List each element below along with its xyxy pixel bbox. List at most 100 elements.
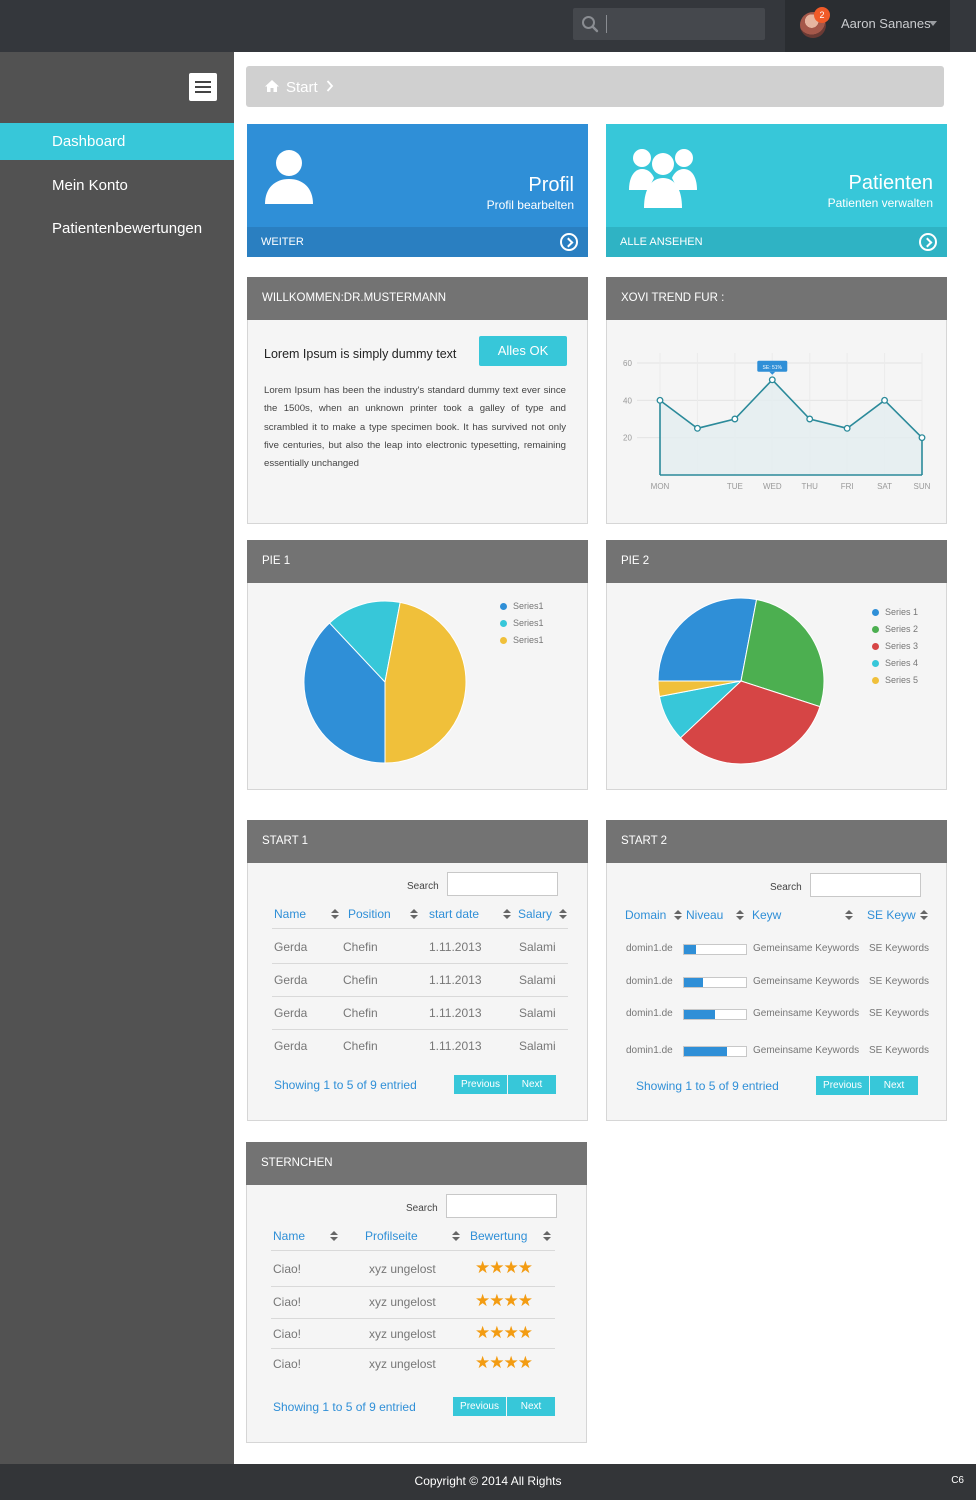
arrow-circle-icon[interactable] (560, 233, 578, 251)
search-label: Search (770, 882, 802, 893)
table-cell: Chefin (343, 1039, 378, 1053)
sort-icon[interactable] (736, 910, 744, 922)
column-header[interactable]: Niveau (686, 908, 724, 922)
data-point[interactable] (881, 396, 889, 404)
legend-dot (872, 626, 879, 633)
column-header[interactable]: Domain (625, 908, 667, 922)
pie-slice[interactable] (384, 601, 467, 764)
data-point[interactable] (656, 396, 664, 404)
column-header[interactable]: Bewertung (470, 1229, 528, 1243)
data-point[interactable] (806, 415, 814, 423)
users-icon (629, 149, 697, 208)
tile-footer[interactable]: WEITER (247, 227, 588, 257)
panel-heading: XOVI TREND FUR : (606, 277, 947, 320)
column-header[interactable]: Name (274, 907, 307, 921)
level-bar (683, 1046, 747, 1057)
legend-label: Series 1 (885, 607, 919, 617)
previous-button[interactable]: Previous (453, 1397, 506, 1416)
sidebar-item-patientenbewertungen[interactable]: Patientenbewertungen (52, 220, 203, 237)
column-header[interactable]: Salary (518, 907, 553, 921)
keyword-cell: Gemeinsame Keywords (753, 1045, 860, 1056)
pie-slice[interactable] (328, 600, 401, 684)
caret-down-icon[interactable] (929, 21, 937, 26)
pie-slice[interactable] (303, 622, 386, 764)
chart-tooltip-text: SE: 51% (763, 365, 783, 371)
pie-slice[interactable] (679, 680, 821, 765)
sort-icon[interactable] (331, 909, 339, 921)
column-header[interactable]: start date (429, 907, 480, 921)
user-icon (265, 150, 313, 204)
hamburger-menu-button[interactable] (189, 73, 217, 101)
data-point[interactable] (731, 415, 739, 423)
se-keyword-cell: SE Keywords (869, 1045, 930, 1056)
welcome-text: Lorem Ipsum has been the industry's stan… (264, 385, 566, 470)
tile-title: Profil (528, 174, 574, 196)
table-cell: 1.11.2013 (429, 973, 482, 987)
tile-profil[interactable]: Profil Profil bearbelten WEITER (247, 124, 588, 257)
column-header[interactable]: Position (348, 907, 391, 921)
column-header[interactable]: SE Keyw (867, 908, 916, 922)
panel-body: Search Name Position start date Salary Gerda… (248, 863, 587, 1120)
sort-icon[interactable] (330, 1231, 338, 1243)
footer: Copyright © 2014 All Rights C6 (0, 1464, 976, 1500)
sort-icon[interactable] (845, 910, 853, 922)
next-button[interactable]: Next (508, 1075, 556, 1094)
pie-slice[interactable] (657, 680, 742, 698)
previous-button[interactable]: Previous (816, 1076, 869, 1095)
sort-icon[interactable] (920, 910, 928, 922)
table-search-input[interactable] (447, 872, 558, 896)
sort-icon[interactable] (543, 1231, 551, 1243)
table-cell: 1.11.2013 (429, 1006, 482, 1020)
profile-cell: xyz ungelost (369, 1357, 436, 1371)
sort-icon[interactable] (503, 909, 511, 921)
column-header[interactable]: Profilseite (365, 1229, 418, 1243)
sidebar-item-dashboard[interactable]: Dashboard (0, 123, 234, 160)
sort-icon[interactable] (559, 909, 567, 921)
sort-icon[interactable] (452, 1231, 460, 1243)
table-cell: Chefin (343, 940, 378, 954)
row-divider (272, 963, 568, 964)
sort-icon[interactable] (410, 909, 418, 921)
alles-ok-button[interactable]: Alles OK (479, 336, 567, 366)
user-name[interactable]: Aaron Sananes (841, 16, 931, 31)
data-point[interactable] (693, 424, 701, 432)
breadcrumb-start-link[interactable]: Start (286, 79, 318, 96)
top-search[interactable] (573, 8, 765, 40)
search-input[interactable] (611, 12, 759, 36)
legend-label: Series 5 (885, 675, 919, 685)
data-point[interactable] (768, 376, 776, 384)
panel-body: Search Name Profilseite Bewertung Ciao! xyz … (247, 1185, 586, 1442)
data-point[interactable] (843, 424, 851, 432)
search-icon[interactable] (581, 15, 599, 33)
sort-icon[interactable] (674, 910, 682, 922)
arrow-circle-icon[interactable] (919, 233, 937, 251)
next-button[interactable]: Next (507, 1397, 555, 1416)
home-icon[interactable] (264, 79, 280, 93)
next-button[interactable]: Next (870, 1076, 918, 1095)
notification-badge[interactable]: 2 (814, 7, 830, 23)
copyright-text: Copyright © 2014 All Rights (414, 1474, 562, 1488)
tile-footer[interactable]: ALLE ANSEHEN (606, 227, 947, 257)
se-keyword-cell: SE Keywords (869, 943, 930, 954)
level-bar-fill (684, 1047, 727, 1056)
tile-patienten[interactable]: Patienten Patienten verwalten ALLE ANSEH… (606, 124, 947, 257)
tile-footer-link[interactable]: WEITER (261, 236, 304, 248)
tile-footer-link[interactable]: ALLE ANSEHEN (620, 236, 703, 248)
column-header[interactable]: Keyw (752, 908, 782, 922)
name-cell: Ciao! (273, 1262, 302, 1276)
menu-line-icon (195, 81, 211, 83)
data-point[interactable] (918, 434, 926, 442)
y-tick-label: 20 (623, 434, 632, 443)
user-menu[interactable]: 2 Aaron Sananes (785, 0, 950, 52)
sidebar-item-mein-konto[interactable]: Mein Konto (52, 177, 128, 194)
x-tick-label: MON (651, 482, 670, 491)
pie-slice[interactable] (657, 597, 758, 682)
table-search-input[interactable] (446, 1194, 557, 1218)
trend-panel: XOVI TREND FUR : 20 40 60 MON TUE WED THU FRI SA… (606, 277, 947, 524)
column-header[interactable]: Name (273, 1229, 306, 1243)
table-cell: Salami (519, 940, 556, 954)
table-search-input[interactable] (810, 873, 921, 897)
pie-slice[interactable] (740, 598, 825, 708)
previous-button[interactable]: Previous (454, 1075, 507, 1094)
table-cell: Gerda (274, 973, 308, 987)
